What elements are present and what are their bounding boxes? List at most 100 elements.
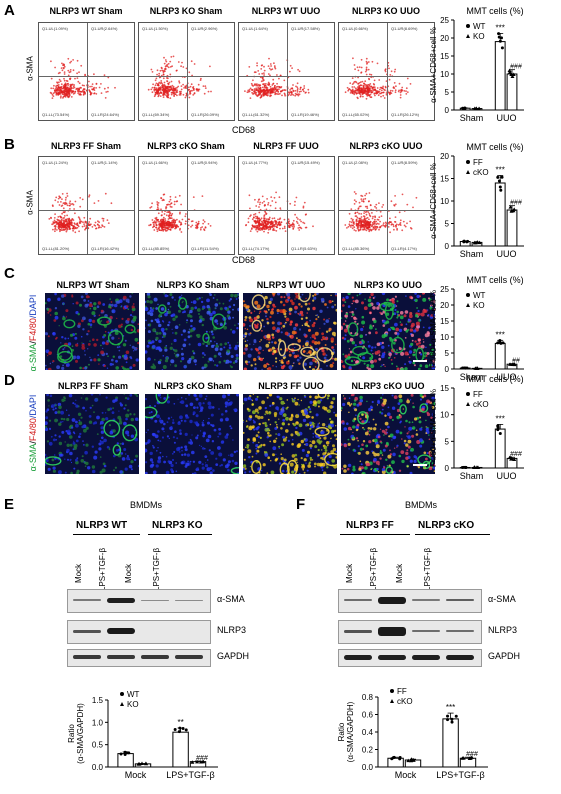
data-point-cko <box>512 207 517 211</box>
data-point-wt <box>497 32 501 36</box>
y-tick-label: 0.0 <box>362 763 374 772</box>
flow-title-a2: NLRP3 KO Sham <box>149 6 223 16</box>
quadrant-label: Q1-UR(15.49%) <box>291 160 320 165</box>
group-line-f1 <box>340 534 410 535</box>
data-point-ff <box>454 714 458 718</box>
legend-marker-1 <box>120 692 124 696</box>
y-tick-label: 1.0 <box>92 718 104 727</box>
y-tick-label: 15 <box>440 317 449 326</box>
data-point-ff <box>496 175 500 179</box>
chart-title: MMT cells (%) <box>466 142 523 152</box>
data-point-cko <box>508 205 513 209</box>
flow-plot-b1: Q1-UL(1.24%) Q1-UR(1.14%) Q1-LL(81.20%) Q1-… <box>38 156 135 255</box>
data-point-wt <box>463 366 467 370</box>
gate-horizontal <box>139 76 234 78</box>
y-axis-label-2: (α-SMA/GAPDH) <box>76 703 85 764</box>
quadrant-label: Q1-LR(4.17%) <box>391 246 417 251</box>
y-axis-label: α-SMA+CD68+cell % <box>429 163 438 239</box>
significance-mark: *** <box>496 165 505 174</box>
y-tick-label: 0 <box>445 106 450 115</box>
quadrant-label: Q1-LL(65.02%) <box>342 112 370 117</box>
blot-strip-gapdh <box>67 649 211 667</box>
flow-title-b4: NLRP3 cKO UUO <box>349 141 423 151</box>
y-tick-label: 1.5 <box>92 696 104 705</box>
micro-title-c3: NLRP3 WT UUO <box>256 280 326 290</box>
x-category-label: UUO <box>497 372 517 382</box>
data-point-ff <box>499 188 503 192</box>
micrograph-c1 <box>45 293 139 370</box>
quadrant-label: Q1-UL(4.77%) <box>242 160 268 165</box>
y-tick-label: 20 <box>440 34 449 43</box>
data-point-ff <box>462 240 466 244</box>
gate-horizontal <box>239 210 334 212</box>
blot-band <box>175 599 203 601</box>
y-tick-label: 10 <box>440 333 449 342</box>
legend-marker-2 <box>120 702 124 706</box>
data-point-cko <box>411 757 416 762</box>
gate-horizontal <box>39 76 134 78</box>
data-point-wt <box>119 752 123 756</box>
data-point-ff <box>446 718 450 722</box>
y-tick-label: 0 <box>445 242 450 251</box>
x-category-label: UUO <box>497 113 517 123</box>
data-point-ff <box>464 465 468 469</box>
quadrant-label: Q1-UR(17.58%) <box>291 26 320 31</box>
blot-band <box>73 599 101 601</box>
data-point-wt <box>498 340 502 344</box>
panel-letter-a: A <box>4 2 15 19</box>
data-point-ko <box>507 68 512 73</box>
data-point-wt <box>463 106 467 110</box>
x-category-label: Sham <box>460 471 484 481</box>
data-point-ko <box>190 760 195 764</box>
gate-vertical <box>286 157 288 254</box>
quadrant-label: Q1-UR(8.69%) <box>391 26 418 31</box>
group-line-f2 <box>415 534 490 535</box>
legend-label-1: FF <box>397 687 407 696</box>
chart-title: MMT cells (%) <box>466 374 523 384</box>
blot-band <box>141 599 169 601</box>
quadrant-label: Q1-LL(85.36%) <box>342 246 370 251</box>
y-tick-label: 10 <box>440 70 449 79</box>
bmdm-header-e: BMDMs <box>130 500 162 510</box>
quadrant-label: Q1-LL(61.32%) <box>242 112 270 117</box>
blot-label: α-SMA <box>217 594 245 604</box>
blot-strip--sma <box>338 589 482 613</box>
legend-marker-2 <box>466 170 470 174</box>
y-tick-label: 0.4 <box>362 728 374 737</box>
significance-mark-2: ### <box>196 755 208 762</box>
panel-letter-d: D <box>4 372 15 389</box>
data-point-ff <box>450 720 454 724</box>
blot-band <box>73 655 101 659</box>
y-axis-label: F4/80+α-SMA+ cell % <box>429 389 438 467</box>
micrograph-c3 <box>243 293 337 370</box>
flow-xlabel-a: CD68 <box>232 125 256 135</box>
data-point-ff <box>498 185 502 189</box>
data-point-cko <box>472 240 477 245</box>
quadrant-label: Q1-UR(0.94%) <box>191 160 218 165</box>
bar-ff <box>442 718 459 768</box>
legend-marker-1 <box>466 392 470 396</box>
data-point-ko <box>510 362 515 366</box>
y-tick-label: 20 <box>440 152 449 161</box>
flow-plot-a1: Q1-UL(1.09%) Q1-UR(2.64%) Q1-LL(73.54%) Q1-… <box>38 22 135 121</box>
flow-plot-a4: Q1-UL(0.66%) Q1-UR(8.69%) Q1-LL(65.02%) Q1-… <box>338 22 435 121</box>
y-tick-label: 5 <box>445 349 450 358</box>
data-point-ko <box>510 74 515 78</box>
y-tick-label: 0.6 <box>362 711 374 720</box>
gate-vertical <box>86 23 88 120</box>
legend-marker-2 <box>466 303 470 307</box>
data-point-cko <box>512 457 517 462</box>
quadrant-label: Q1-UL(2.08%) <box>342 160 368 165</box>
y-tick-label: 15 <box>440 175 449 184</box>
data-point-wt <box>184 728 188 732</box>
quadrant-label: Q1-LL(74.17%) <box>242 246 270 251</box>
panel-letter-c: C <box>4 265 15 282</box>
y-axis-label: Ratio <box>67 724 76 743</box>
quadrant-label: Q1-UR(8.59%) <box>391 160 418 165</box>
gate-horizontal <box>139 210 234 212</box>
legend-marker-2 <box>466 402 470 406</box>
data-point-wt <box>123 750 127 754</box>
data-point-wt <box>178 726 182 730</box>
micrograph-c4 <box>341 293 435 370</box>
y-tick-label: 5 <box>445 437 450 446</box>
